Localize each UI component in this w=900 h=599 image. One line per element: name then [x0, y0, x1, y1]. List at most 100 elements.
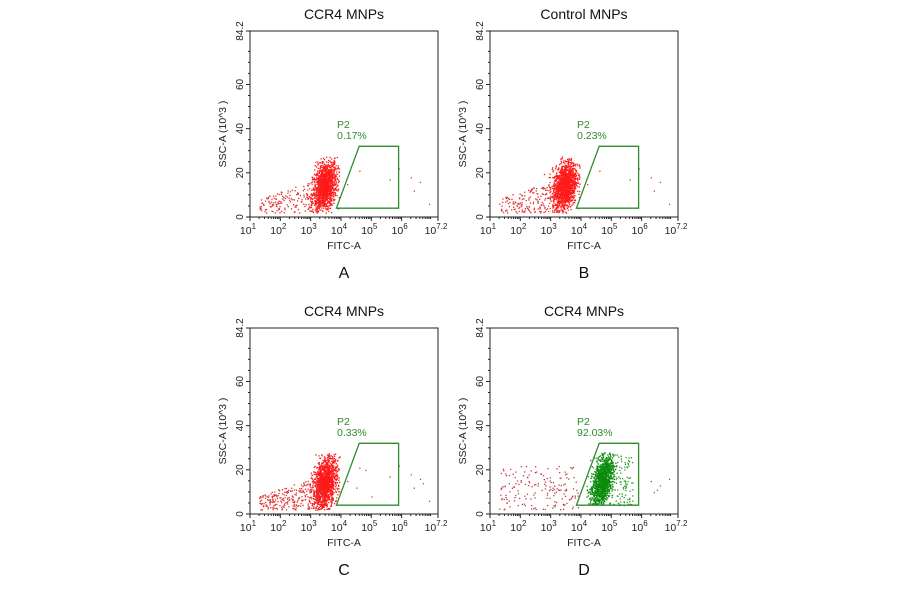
event-point	[557, 207, 558, 208]
event-point	[334, 489, 335, 490]
event-point	[270, 501, 271, 502]
event-point	[284, 503, 285, 504]
event-point	[315, 165, 316, 166]
event-point	[327, 457, 328, 458]
event-point	[312, 181, 313, 182]
event-point	[305, 198, 306, 199]
event-point	[567, 163, 568, 164]
event-point	[288, 506, 289, 507]
event-point	[295, 190, 296, 191]
event-point	[572, 184, 573, 185]
event-point	[347, 184, 348, 185]
event-point	[293, 497, 294, 498]
event-point	[533, 202, 534, 203]
event-point	[546, 194, 547, 195]
event-point	[528, 199, 529, 200]
event-point	[331, 212, 332, 213]
event-point	[261, 206, 262, 207]
event-point	[323, 206, 324, 207]
event-point	[332, 502, 333, 503]
event-point	[326, 175, 327, 176]
event-point	[553, 190, 554, 191]
event-point	[571, 172, 572, 173]
event-point	[260, 509, 261, 510]
event-point	[572, 193, 573, 194]
event-point	[314, 182, 315, 183]
event-point	[333, 459, 334, 460]
event-point	[312, 505, 313, 506]
event-point	[294, 501, 295, 502]
event-point	[269, 504, 270, 505]
event-point	[561, 202, 562, 203]
event-point	[287, 501, 288, 502]
event-point	[562, 166, 563, 167]
event-point	[294, 502, 295, 503]
event-point	[567, 186, 568, 187]
event-point	[540, 196, 541, 197]
event-point	[338, 491, 339, 492]
event-point	[321, 509, 322, 510]
event-point	[319, 502, 320, 503]
event-point	[272, 496, 273, 497]
event-point	[557, 181, 558, 182]
event-point	[326, 472, 327, 473]
event-point	[329, 458, 330, 459]
x-tick-label: 102	[270, 519, 287, 534]
event-point	[307, 199, 308, 200]
event-point	[567, 206, 568, 207]
event-point	[579, 176, 580, 177]
event-point	[328, 472, 329, 473]
event-point	[558, 196, 559, 197]
event-point	[325, 167, 326, 168]
event-point	[560, 198, 561, 199]
event-point	[318, 196, 319, 197]
event-point	[304, 189, 305, 190]
event-point	[324, 485, 325, 486]
event-point	[568, 201, 569, 202]
event-point	[334, 192, 335, 193]
event-point	[288, 490, 289, 491]
event-point	[335, 486, 336, 487]
event-point	[338, 165, 339, 166]
event-point	[307, 189, 308, 190]
event-point	[651, 177, 652, 178]
event-point	[314, 178, 315, 179]
event-point	[319, 467, 320, 468]
event-point	[317, 174, 318, 175]
event-point	[558, 167, 559, 168]
event-point	[311, 473, 312, 474]
tick-exponent: 7.2	[436, 222, 448, 231]
x-tick-label: 105	[601, 222, 618, 237]
event-point	[556, 176, 557, 177]
event-point	[567, 182, 568, 183]
event-point	[279, 505, 280, 506]
event-point	[576, 170, 577, 171]
event-point	[567, 159, 568, 160]
event-point	[263, 506, 264, 507]
event-point	[420, 479, 421, 480]
event-point	[303, 482, 304, 483]
event-point	[261, 203, 262, 204]
event-point	[314, 193, 315, 194]
event-point	[563, 160, 564, 161]
event-point	[303, 190, 304, 191]
event-point	[334, 185, 335, 186]
event-point	[533, 203, 534, 204]
event-point	[325, 457, 326, 458]
event-point	[570, 187, 571, 188]
event-point	[318, 480, 319, 481]
event-point	[315, 482, 316, 483]
event-point	[316, 208, 317, 209]
event-point	[278, 202, 279, 203]
tick-exponent: 1	[252, 519, 257, 528]
event-point	[335, 468, 336, 469]
event-point	[279, 212, 280, 213]
event-point	[269, 195, 270, 196]
event-point	[317, 207, 318, 208]
event-point	[287, 499, 288, 500]
event-point	[325, 482, 326, 483]
event-point	[555, 197, 556, 198]
event-point	[329, 456, 330, 457]
event-point	[311, 490, 312, 491]
